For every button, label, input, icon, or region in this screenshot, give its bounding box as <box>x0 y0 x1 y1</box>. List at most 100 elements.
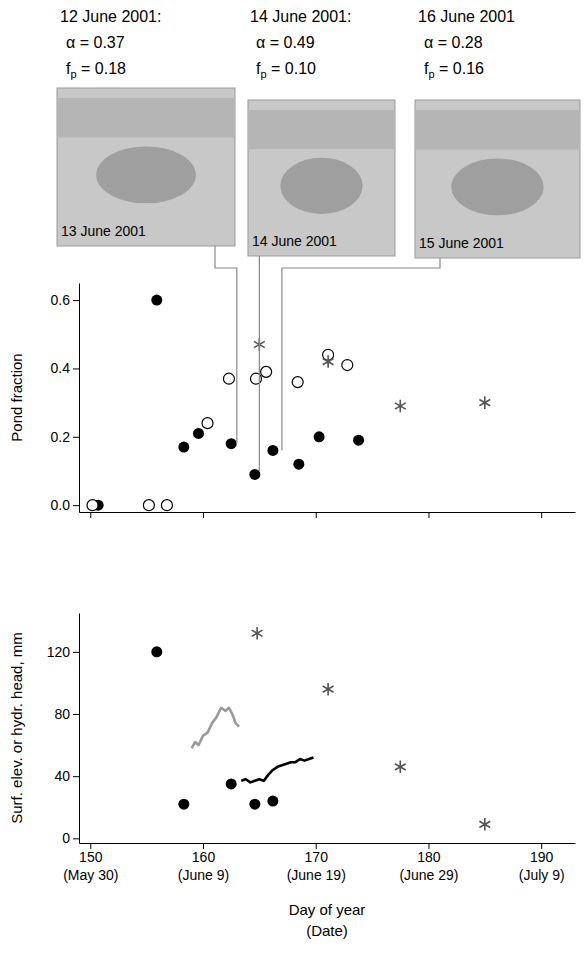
x-tick-number: 170 <box>305 849 329 865</box>
photo-albedo: α = 0.37 <box>66 34 125 51</box>
y-tick: 0.6 <box>51 292 79 308</box>
x-tick-mark <box>90 512 91 518</box>
y-tick: 120 <box>47 644 79 660</box>
x-tick-label: 180 (June 29) <box>399 849 458 883</box>
y-tick-label: 40 <box>54 768 70 784</box>
x-tick-mark <box>316 512 317 518</box>
series-line <box>192 708 239 748</box>
y-tick-label: 0.4 <box>51 360 71 376</box>
y-tick-label: 120 <box>47 644 71 660</box>
y-tick-label: 0 <box>62 830 70 846</box>
x-tick-date: (May 30) <box>63 867 118 883</box>
filled-circle-point <box>151 646 162 657</box>
filled-circle-point <box>226 778 237 789</box>
x-tick: 170(June 19) <box>287 843 346 883</box>
photo-pond-fraction: fp = 0.16 <box>424 60 484 80</box>
x-tick-number: 190 <box>530 849 554 865</box>
x-tick <box>541 512 542 518</box>
x-axis-subtitle: (Date) <box>306 922 348 939</box>
filled-circle-point <box>151 295 162 306</box>
photo-pond-fraction: fp = 0.18 <box>66 60 126 80</box>
figure: 0.0 0.2 0.4 0.6 Pond fraction 0 40 80 120 150 (May… <box>0 0 587 973</box>
y-axis-title: Pond fraction <box>8 353 25 441</box>
photo-heading: 12 June 2001: <box>60 8 161 25</box>
x-axis-line <box>80 512 576 513</box>
open-circle-point <box>143 500 154 511</box>
photo-connector <box>215 246 237 444</box>
asterisk-point <box>323 355 334 368</box>
y-tick: 0.4 <box>51 360 79 376</box>
x-tick <box>316 512 317 518</box>
photo-caption: 13 June 2001 <box>61 223 146 239</box>
y-tick-mark <box>73 300 79 301</box>
open-circle-point <box>261 366 272 377</box>
y-axis-line <box>79 284 80 513</box>
asterisk-point <box>323 683 334 696</box>
y-tick: 40 <box>54 768 79 784</box>
panel: 0 40 80 120 150 (May 30) 160 (June 9) 170(June 1… <box>8 614 576 940</box>
y-tick: 0 <box>62 830 79 846</box>
y-tick-label: 0.6 <box>51 292 71 308</box>
photo-placeholder <box>415 100 580 258</box>
open-circle-point <box>202 418 213 429</box>
x-tick <box>90 512 91 518</box>
x-tick-number: 160 <box>192 849 216 865</box>
filled-circle-point <box>178 799 189 810</box>
series-line <box>241 758 313 783</box>
filled-circle-point <box>249 469 260 480</box>
photo-albedo: α = 0.28 <box>424 34 483 51</box>
filled-circle-point <box>314 431 325 442</box>
filled-circle-point <box>267 796 278 807</box>
x-axis <box>80 512 576 518</box>
x-tick-number: 180 <box>417 849 441 865</box>
photo-caption: 15 June 2001 <box>419 235 504 251</box>
photo-placeholder <box>248 100 395 256</box>
photo-albedo: α = 0.49 <box>256 34 315 51</box>
y-axis-title: Surf. elev. or hydr. head, mm <box>8 632 25 823</box>
x-tick: 180 (June 29) <box>399 843 458 883</box>
x-tick-label: 160 (June 9) <box>178 849 229 883</box>
photo-heading: 14 June 2001: <box>250 8 351 25</box>
y-tick-label: 0.0 <box>51 497 71 513</box>
y-tick-mark <box>73 368 79 369</box>
plot-marks <box>151 627 490 831</box>
y-tick-mark <box>73 437 79 438</box>
x-tick: 190 (July 9) <box>519 843 565 883</box>
x-tick-label: 150 (May 30) <box>63 849 118 883</box>
open-circle-point <box>161 500 172 511</box>
photo-connector <box>282 258 440 450</box>
y-tick: 0.0 <box>51 497 79 513</box>
x-tick-mark <box>203 512 204 518</box>
filled-circle-point <box>293 459 304 470</box>
y-tick-mark <box>73 776 79 777</box>
panel: 0.0 0.2 0.4 0.6 Pond fraction <box>8 284 576 519</box>
filled-circle-point <box>193 428 204 439</box>
y-tick-label: 80 <box>54 706 70 722</box>
x-axis-line <box>80 843 576 844</box>
y-tick-mark <box>73 714 79 715</box>
photo-heading: 16 June 2001 <box>418 8 515 25</box>
filled-circle-point <box>178 442 189 453</box>
photo-pond-fraction: fp = 0.10 <box>256 60 316 80</box>
y-tick-mark <box>73 505 79 506</box>
x-tick <box>428 512 429 518</box>
x-tick-number: 150 <box>79 849 103 865</box>
y-tick: 0.2 <box>51 429 79 445</box>
open-circle-point <box>87 500 98 511</box>
y-tick-mark <box>73 652 79 653</box>
asterisk-point <box>479 396 490 409</box>
asterisk-point <box>479 818 490 831</box>
x-tick-date: (June 29) <box>399 867 458 883</box>
x-tick-date: (July 9) <box>519 867 565 883</box>
asterisk-point <box>252 627 263 640</box>
x-tick-date: (June 9) <box>178 867 229 883</box>
open-circle-point <box>223 373 234 384</box>
y-axis-line <box>79 614 80 844</box>
x-tick-label: 170(June 19) <box>287 849 346 883</box>
x-tick-mark <box>541 512 542 518</box>
y-tick: 80 <box>54 706 79 722</box>
y-tick-mark <box>73 838 79 839</box>
filled-circle-point <box>353 435 364 446</box>
x-axis: 150 (May 30) 160 (June 9) 170(June 19) 180 (Ju… <box>63 843 575 883</box>
y-tick-label: 0.2 <box>51 429 71 445</box>
